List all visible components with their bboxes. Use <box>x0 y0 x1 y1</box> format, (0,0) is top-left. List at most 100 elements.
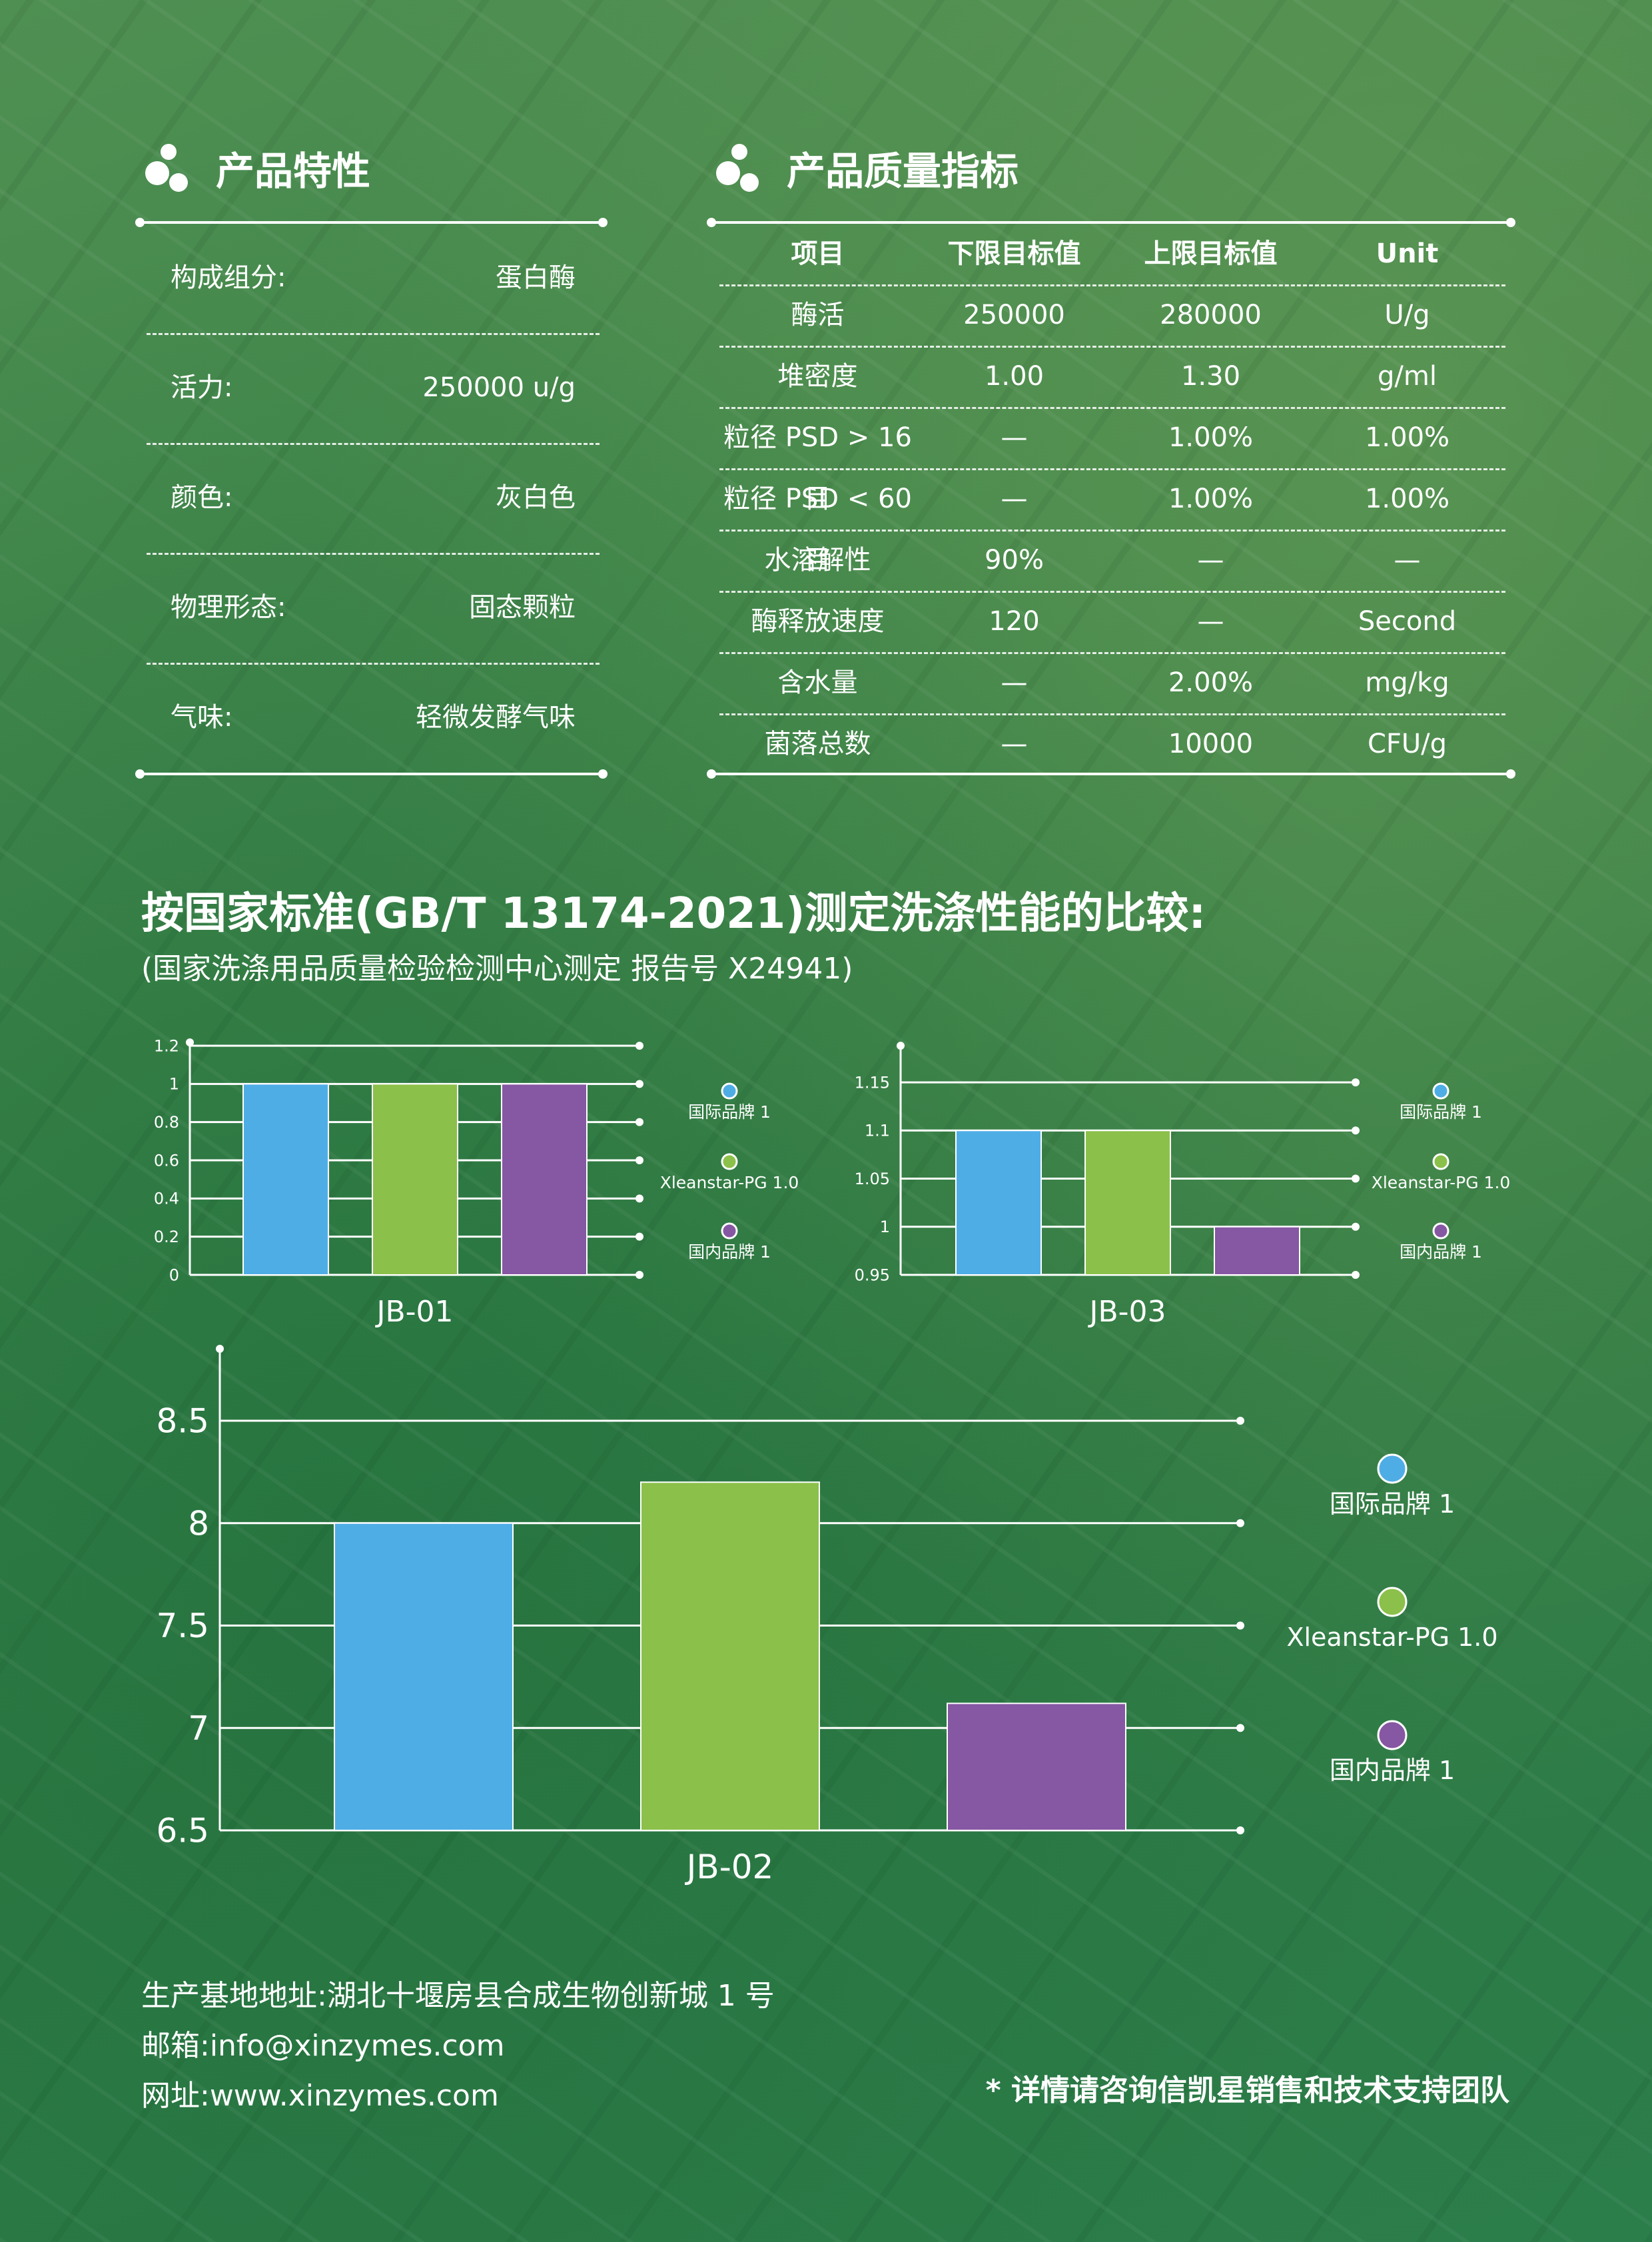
features-title: 产品特性 <box>216 149 371 194</box>
gridline-end-dot <box>1236 1519 1244 1527</box>
legend-label: Xleanstar-PG 1.0 <box>1372 1173 1511 1192</box>
gridline-end-dot <box>635 1271 643 1279</box>
table-cell: — <box>1197 606 1224 637</box>
legend-label: 国内品牌 1 <box>1330 1756 1455 1785</box>
feature-row: 颜色: 灰白色 <box>147 443 600 553</box>
feature-row: 气味: 轻微发酵气味 <box>147 663 600 773</box>
bar <box>242 1083 329 1276</box>
legend-label: 国际品牌 1 <box>688 1102 771 1122</box>
legend-swatch <box>1377 1453 1408 1484</box>
quality-bottom-rule <box>707 769 1515 779</box>
table-cell: Second <box>1358 606 1457 637</box>
legend-swatch <box>1432 1082 1449 1100</box>
table-cell: — <box>1197 545 1224 575</box>
column-header: Unit <box>1376 238 1439 269</box>
features-header: 产品特性 <box>145 140 370 196</box>
table-cell: 90% <box>985 545 1044 575</box>
quality-header: 产品质量指标 <box>716 140 1019 196</box>
bar <box>640 1481 820 1831</box>
table-cell: 1.00% <box>1364 422 1450 453</box>
y-tick-label: 0.6 <box>154 1151 179 1170</box>
bar <box>501 1083 588 1276</box>
table-cell: 1.30 <box>1180 361 1241 392</box>
table-cell: 粒径 PSD > 16 目 <box>723 422 912 514</box>
bar <box>1214 1226 1300 1276</box>
legend-label: Xleanstar-PG 1.0 <box>1286 1623 1497 1652</box>
column-header: 项目 <box>791 238 845 269</box>
table-cell: 10000 <box>1168 729 1254 759</box>
divider <box>147 333 600 335</box>
divider <box>719 652 1505 654</box>
table-cell: 1.00% <box>1364 484 1450 514</box>
y-tick-label: 0.95 <box>855 1266 890 1284</box>
y-axis-end-dot <box>216 1345 224 1353</box>
y-tick-label: 1.1 <box>865 1122 890 1140</box>
y-tick-label: 1.15 <box>855 1073 890 1092</box>
y-tick-label: 0 <box>169 1266 179 1284</box>
divider <box>147 443 600 445</box>
table-cell: 280000 <box>1160 300 1262 330</box>
quality-top-rule <box>707 218 1515 227</box>
gridline-end-dot <box>635 1080 643 1088</box>
legend-label: 国内品牌 1 <box>688 1242 771 1262</box>
bar <box>1084 1130 1171 1276</box>
legend-swatch <box>721 1222 738 1240</box>
gridline-end-dot <box>635 1042 643 1050</box>
x-axis-label: JB-02 <box>685 1848 774 1886</box>
divider <box>719 530 1505 532</box>
bar <box>334 1522 514 1831</box>
y-tick-label: 7 <box>188 1709 209 1748</box>
table-cell: U/g <box>1384 300 1430 330</box>
comparison-title: 按国家标准(GB/T 13174-2021)测定洗涤性能的比较: <box>141 889 1206 938</box>
table-cell: 菌落总数 <box>764 729 871 759</box>
gridline-end-dot <box>1352 1174 1360 1183</box>
table-cell: — <box>1001 484 1028 514</box>
y-tick-label: 0.2 <box>154 1228 179 1246</box>
quality-table: 项目 下限目标值 上限目标值 Unit 酶活 250000 280000 U/g… <box>719 223 1505 773</box>
table-row: 堆密度 1.00 1.30 g/ml <box>719 346 1505 407</box>
table-cell: 120 <box>989 606 1040 637</box>
feature-value: 轻微发酵气味 <box>416 702 576 733</box>
divider <box>719 713 1505 715</box>
bar <box>947 1702 1126 1832</box>
table-cell: — <box>1001 667 1028 698</box>
table-row: 粒径 PSD < 60 目 — 1.00% 1.00% <box>719 468 1505 575</box>
legend-swatch <box>1432 1153 1449 1170</box>
footer-website[interactable]: 网址:www.xinzymes.com <box>141 2079 499 2113</box>
features-bottom-rule <box>135 769 608 779</box>
feature-label: 物理形态: <box>171 592 286 623</box>
column-header: 下限目标值 <box>947 238 1081 269</box>
legend-swatch <box>1432 1222 1449 1240</box>
footer-address: 生产基地地址:湖北十堰房县合成生物创新城 1 号 <box>141 1979 775 2013</box>
y-tick-label: 8.5 <box>156 1402 209 1441</box>
table-cell: — <box>1001 729 1028 759</box>
table-cell: — <box>1394 545 1421 575</box>
feature-label: 颜色: <box>171 482 233 513</box>
footer-note: * 详情请咨询信凯星销售和技术支持团队 <box>985 2073 1509 2107</box>
feature-value: 蛋白酶 <box>496 262 576 293</box>
table-cell: 1.00% <box>1168 422 1254 453</box>
cluster-dots-icon <box>716 144 759 192</box>
x-axis-label: JB-03 <box>1087 1295 1166 1329</box>
divider <box>719 346 1505 348</box>
table-cell: 250000 <box>963 300 1065 330</box>
table-row: 酶活 250000 280000 U/g <box>719 284 1505 346</box>
table-cell: g/ml <box>1378 361 1437 392</box>
divider <box>719 284 1505 286</box>
quality-title: 产品质量指标 <box>787 149 1019 194</box>
legend-label: 国际品牌 1 <box>1400 1102 1482 1122</box>
y-axis-end-dot <box>186 1038 194 1046</box>
y-tick-label: 1.2 <box>154 1036 179 1055</box>
gridline-end-dot <box>1352 1126 1360 1135</box>
feature-label: 活力: <box>171 372 233 403</box>
table-cell: mg/kg <box>1365 667 1449 698</box>
y-tick-label: 0.8 <box>154 1113 179 1132</box>
divider <box>719 591 1505 593</box>
divider <box>719 468 1505 470</box>
feature-label: 构成组分: <box>171 262 286 293</box>
footer-email[interactable]: 邮箱:info@xinzymes.com <box>141 2029 505 2063</box>
table-row: 粒径 PSD > 16 目 — 1.00% 1.00% <box>719 407 1505 514</box>
features-top-rule <box>135 218 608 227</box>
